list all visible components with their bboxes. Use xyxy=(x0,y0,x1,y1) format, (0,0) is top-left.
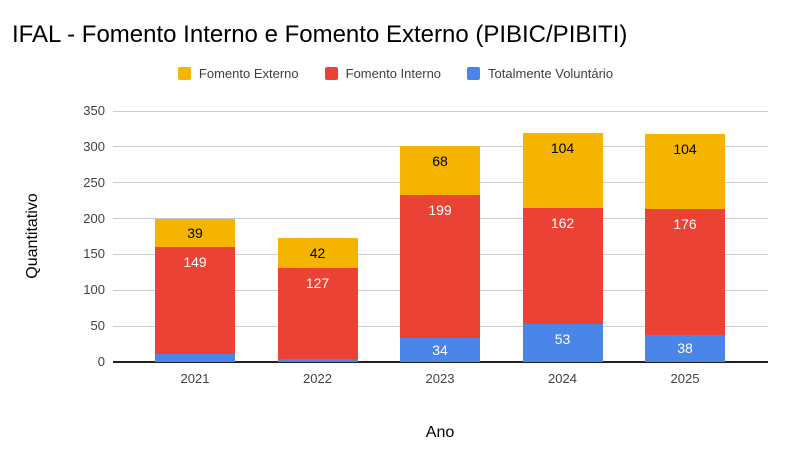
x-tick-label-2022: 2022 xyxy=(303,371,332,386)
y-tick-label: 300 xyxy=(83,138,105,154)
x-axis-line xyxy=(113,361,768,363)
y-tick-label: 50 xyxy=(90,318,105,334)
legend-swatch-icon xyxy=(324,67,338,80)
legend-label: Fomento Externo xyxy=(198,66,299,81)
y-tick-label: 250 xyxy=(83,174,105,190)
x-tick-label-2023: 2023 xyxy=(425,371,455,386)
data-label-fomento-externo-2024: 104 xyxy=(550,140,575,157)
y-axis-title: Quantitativo xyxy=(24,193,41,279)
y-tick-label: 150 xyxy=(83,246,105,262)
bar-segment-fomento-interno-2022 xyxy=(277,268,358,360)
y-tick-label: 350 xyxy=(83,103,105,118)
y-tick-label: 100 xyxy=(83,282,105,298)
bar-segment-fomento-externo-2021 xyxy=(155,219,235,248)
legend-item-fomento-externo: Fomento Externo xyxy=(177,66,299,81)
bar-segment-fomento-interno-2021 xyxy=(155,247,235,355)
legend-swatch-icon xyxy=(467,67,481,80)
data-label-fomento-externo-2022: 42 xyxy=(309,244,326,261)
gridline-350 xyxy=(113,110,768,112)
data-label-fomento-externo-2021: 39 xyxy=(187,225,203,242)
data-label-fomento-interno-2021: 149 xyxy=(183,254,207,271)
chart-title: IFAL - Fomento Interno e Fomento Externo… xyxy=(12,21,628,48)
bar-segment-fomento-externo-2024 xyxy=(522,133,603,208)
data-label-totalmente-voluntario-2024: 53 xyxy=(554,330,571,347)
bar-segment-fomento-interno-2025 xyxy=(645,208,725,335)
plot-area: 111493941274234199685316210438176104 xyxy=(113,110,768,363)
data-label-fomento-externo-2025: 104 xyxy=(673,140,697,157)
chart-legend: Fomento Externo Fomento Interno Totalmente… xyxy=(0,66,791,81)
legend-label: Totalmente Voluntário xyxy=(488,66,614,81)
bar-segment-totalmente-voluntario-2021 xyxy=(155,354,235,362)
bar-segment-fomento-externo-2025 xyxy=(645,133,725,209)
legend-label: Fomento Interno xyxy=(345,66,442,81)
x-axis-title: Ano xyxy=(425,424,455,441)
data-label-fomento-interno-2023: 199 xyxy=(428,201,452,218)
y-tick-label: 200 xyxy=(83,210,105,226)
x-tick-label-2021: 2021 xyxy=(180,371,210,386)
data-label-fomento-interno-2025: 176 xyxy=(673,215,697,232)
data-label-totalmente-voluntario-2023: 34 xyxy=(432,341,448,358)
legend-item-fomento-interno: Fomento Interno xyxy=(324,66,442,81)
bar-segment-totalmente-voluntario-2023 xyxy=(400,337,480,362)
bar-segment-totalmente-voluntario-2025 xyxy=(645,334,725,362)
bar-segment-fomento-externo-2022 xyxy=(277,237,358,269)
bar-segment-fomento-externo-2023 xyxy=(400,146,480,195)
bar-segment-fomento-interno-2023 xyxy=(400,194,480,338)
bar-segment-totalmente-voluntario-2024 xyxy=(522,324,603,362)
x-tick-label-2024: 2024 xyxy=(548,371,577,386)
data-label-fomento-interno-2022: 127 xyxy=(305,275,330,292)
data-label-totalmente-voluntario-2025: 38 xyxy=(677,340,693,357)
bar-segment-fomento-interno-2024 xyxy=(522,207,603,324)
x-tick-label-2025: 2025 xyxy=(670,371,700,386)
legend-swatch-icon xyxy=(177,67,191,80)
legend-item-totalmente-voluntario: Totalmente Voluntário xyxy=(467,66,613,81)
data-label-fomento-interno-2024: 162 xyxy=(550,214,575,231)
bar-segment-totalmente-voluntario-2022 xyxy=(277,359,358,362)
data-label-fomento-externo-2023: 68 xyxy=(432,153,448,170)
y-tick-label: 0 xyxy=(97,354,105,369)
